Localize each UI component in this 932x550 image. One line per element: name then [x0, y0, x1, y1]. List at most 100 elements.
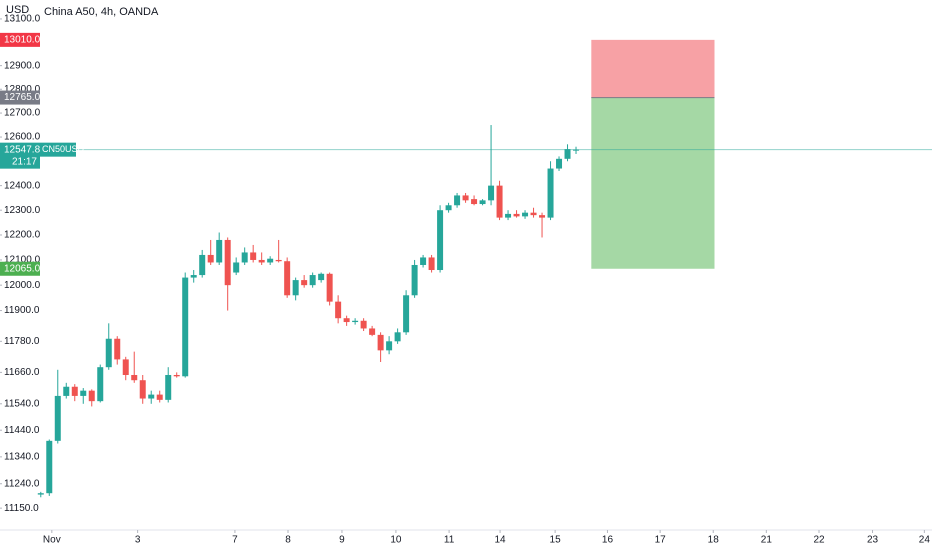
candle-body: [403, 295, 410, 333]
candle-body: [564, 149, 571, 159]
y-tick-label: 11540.0: [4, 398, 40, 409]
candle-body: [182, 277, 189, 377]
candle-body: [573, 149, 580, 151]
x-tick-label: 18: [708, 535, 720, 546]
x-tick-label: 9: [339, 535, 345, 546]
target-label: 12065.0: [4, 263, 41, 274]
x-tick-label: 21: [761, 535, 773, 546]
candle-body: [522, 212, 529, 217]
y-tick-label: 11660.0: [4, 367, 40, 378]
candle-body: [479, 200, 486, 205]
y-tick-label: 12900.0: [4, 60, 41, 71]
x-tick-label: Nov: [43, 535, 61, 546]
candle-body: [37, 493, 44, 495]
x-tick-label: 8: [285, 535, 291, 546]
candle-body: [224, 239, 231, 286]
candle-body: [139, 380, 146, 399]
x-tick-label: 10: [390, 535, 402, 546]
candle-body: [207, 254, 214, 263]
candle-body: [250, 252, 257, 260]
candle-body: [284, 261, 291, 296]
candle-body: [88, 390, 95, 402]
stop-tag: [0, 32, 40, 47]
y-tick-label: 12800.0: [4, 84, 41, 95]
candle-body: [386, 341, 393, 351]
candle-body: [301, 280, 308, 286]
x-tick-label: 3: [135, 535, 141, 546]
x-tick-label: 15: [550, 535, 562, 546]
candle-body: [420, 257, 427, 265]
x-tick-label: 14: [495, 535, 507, 546]
candle-body: [190, 275, 197, 278]
candle-body: [318, 273, 325, 281]
candle-body: [80, 390, 87, 396]
candle-body: [148, 394, 155, 399]
candle-body: [462, 195, 469, 201]
y-tick-label: 11440.0: [4, 425, 40, 436]
candle-body: [530, 212, 537, 216]
candle-body: [46, 440, 53, 494]
y-tick-label: 11780.0: [4, 336, 40, 347]
x-tick-label: 7: [232, 535, 238, 546]
entry-tag: [0, 90, 40, 105]
candle-body: [275, 259, 282, 262]
countdown: 21:17: [12, 156, 37, 167]
x-tick-label: 24: [919, 535, 931, 546]
target-zone: [591, 97, 715, 269]
candle-body: [377, 334, 384, 351]
candle-body: [63, 386, 70, 396]
stop-label: 13010.0: [4, 35, 41, 46]
y-tick-label: 12400.0: [4, 180, 41, 191]
candle-body: [54, 395, 61, 441]
candle-body: [105, 338, 112, 368]
y-tick-label: 12700.0: [4, 108, 41, 119]
last-price-tag: [0, 142, 40, 169]
candle-body: [97, 367, 104, 402]
last-price-label: 12547.8: [4, 144, 41, 155]
symbol-label: CN50USD: [42, 144, 85, 154]
candle-body: [309, 275, 316, 286]
candle-body: [122, 359, 129, 375]
candle-body: [505, 213, 512, 218]
y-tick-label: 13100.0: [4, 14, 41, 25]
candle-body: [513, 213, 520, 217]
stop-zone: [591, 39, 715, 98]
y-tick-label: 12100.0: [4, 255, 41, 266]
x-tick-label: 11: [444, 535, 455, 546]
chart-title: China A50, 4h, OANDA: [44, 6, 159, 18]
candle-body: [556, 158, 563, 169]
symbol-tag: [40, 142, 76, 157]
plot-area: [0, 39, 932, 498]
candle-body: [156, 394, 163, 400]
candle-body: [343, 318, 350, 323]
candle-body: [360, 320, 367, 329]
candle-body: [496, 185, 503, 218]
entry-label: 12765.0: [4, 92, 41, 103]
y-tick-label: 12000.0: [4, 280, 41, 291]
y-tick-label: 12200.0: [4, 230, 41, 241]
candle-body: [445, 205, 452, 211]
price-axis: 13100.0 12900.0 12800.0 12700.0 12600.0 12400…: [0, 14, 85, 514]
candle-body: [216, 239, 223, 263]
candle-body: [437, 210, 444, 271]
candle-body: [454, 195, 461, 206]
y-tick-label: 11150.0: [4, 503, 39, 514]
y-tick-label: 11240.0: [4, 478, 40, 489]
candle-body: [547, 168, 554, 218]
candle-body: [241, 252, 248, 263]
candle-body: [71, 386, 78, 396]
y-tick-label: 11340.0: [4, 451, 40, 462]
y-tick-label: 11900.0: [4, 305, 40, 316]
y-tick-label: 12600.0: [4, 132, 41, 143]
candle-body: [335, 301, 342, 319]
candle-body: [258, 259, 265, 263]
x-tick-label: 16: [602, 535, 614, 546]
y-tick-label: 12300.0: [4, 205, 41, 216]
candle-body: [131, 374, 138, 381]
candle-body: [292, 280, 299, 296]
candle-body: [394, 332, 401, 342]
target-tag: [0, 261, 40, 276]
candle-body: [352, 320, 359, 323]
candle-body: [233, 262, 240, 273]
